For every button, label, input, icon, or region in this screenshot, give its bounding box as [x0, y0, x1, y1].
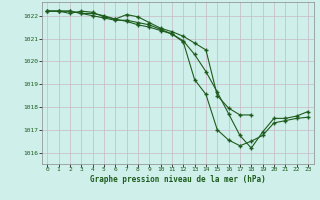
X-axis label: Graphe pression niveau de la mer (hPa): Graphe pression niveau de la mer (hPa) [90, 175, 266, 184]
